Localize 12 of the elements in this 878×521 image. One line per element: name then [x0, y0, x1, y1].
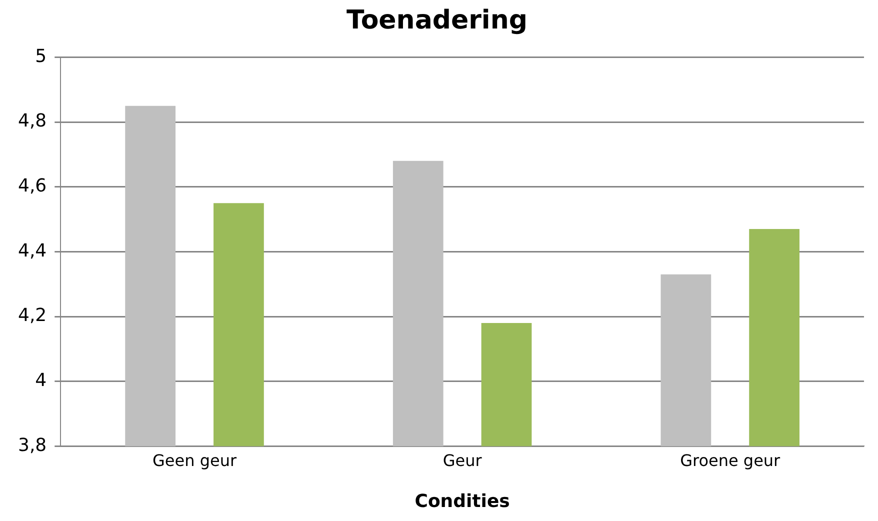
x-tick-label: Geur	[442, 450, 482, 470]
x-axis-title: Condities	[414, 490, 510, 512]
x-tick-label: Groene geur	[680, 450, 781, 470]
x-tick-label: Geen geur	[152, 450, 237, 470]
y-tick-label: 4,4	[18, 240, 47, 262]
y-tick-label: 3,8	[18, 434, 47, 456]
y-tick-label: 4	[35, 370, 47, 392]
chart-title: Toenadering	[346, 5, 528, 36]
y-tick-label: 4,2	[18, 305, 47, 326]
y-tick-label: 5	[35, 46, 47, 67]
y-tick-label: 4,6	[18, 176, 47, 197]
y-tick-label: 4,8	[18, 110, 47, 132]
